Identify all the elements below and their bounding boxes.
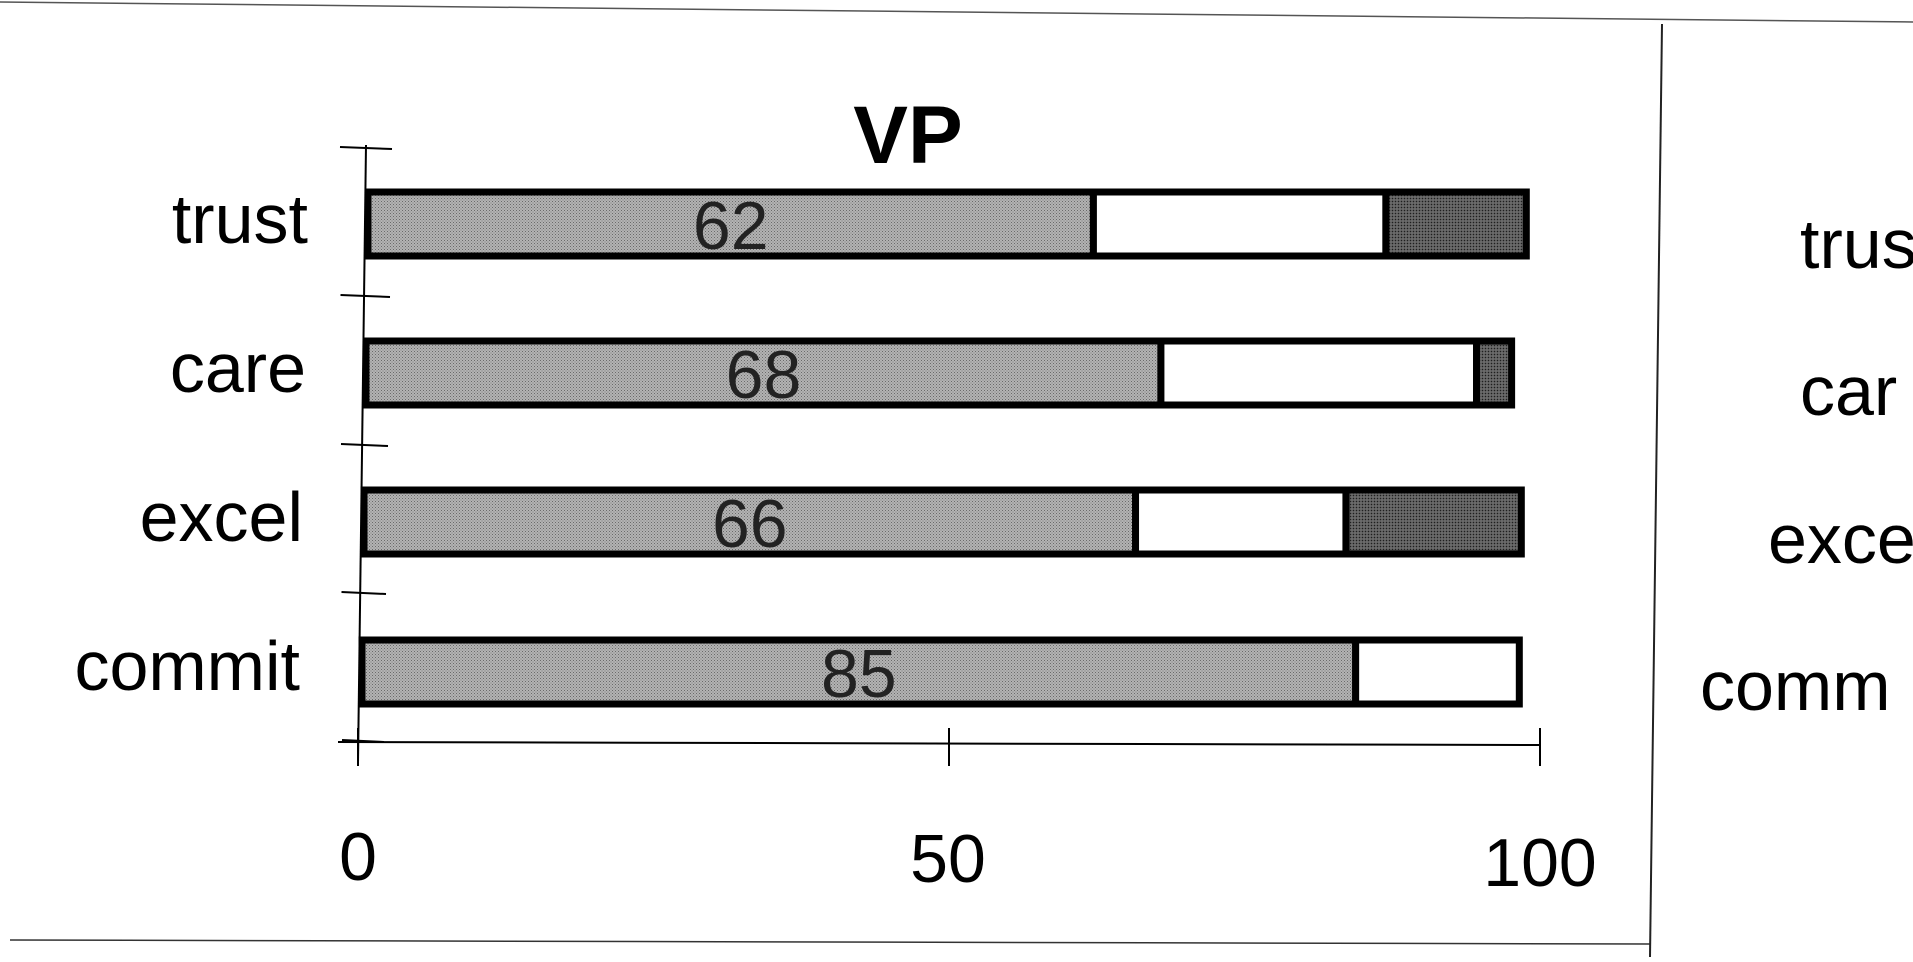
bar-care-segment-2: [1157, 337, 1481, 409]
category-label-trust: trust: [172, 180, 308, 258]
data-label-care: 68: [726, 337, 802, 413]
partial-category-label-care: car: [1800, 352, 1897, 430]
bar-excel-segment-3: [1342, 486, 1525, 558]
y-tick-2: [340, 443, 389, 447]
bar-care-segment-3: [1473, 337, 1516, 409]
partial-category-label-commit: comm: [1700, 647, 1891, 725]
y-axis-ticks: [339, 146, 393, 743]
data-label-excel: 66: [712, 486, 788, 562]
bar-care-segment-1: [362, 337, 1165, 409]
chart-title: VP: [853, 90, 962, 181]
category-label-care: care: [170, 329, 306, 407]
x-tick-label-50: 50: [910, 821, 986, 897]
data-label-commit: 85: [821, 636, 897, 712]
bar-excel-segment-2: [1132, 486, 1350, 558]
data-labels: 62 68 66 85: [693, 188, 897, 712]
partial-category-label-excel: exce: [1768, 500, 1913, 578]
category-label-commit: commit: [74, 627, 300, 705]
category-labels: trust care excel commit: [74, 180, 308, 705]
category-label-excel: excel: [140, 478, 303, 556]
bars: [358, 188, 1530, 708]
bar-trust-segment-2: [1089, 188, 1390, 260]
x-axis-ticks: [357, 728, 1541, 766]
bar-commit-segment-2: [1352, 636, 1523, 708]
frame-divider-line: [1649, 23, 1663, 958]
x-axis: [337, 728, 1541, 766]
y-tick-3: [341, 591, 387, 595]
y-tick-0: [339, 146, 393, 150]
y-tick-1: [340, 294, 391, 298]
x-tick-labels: 0 50 100: [339, 819, 1597, 901]
partial-chart: trus car exce comm: [1700, 205, 1913, 725]
bar-commit-segment-1: [358, 636, 1360, 708]
data-label-trust: 62: [693, 188, 769, 264]
frame-bottom-line: [9, 939, 1651, 945]
x-tick-label-0: 0: [339, 819, 377, 895]
frame-top-line: [0, 1, 1913, 23]
x-axis-line: [337, 741, 1541, 746]
x-tick-label-100: 100: [1483, 825, 1596, 901]
bar-trust-segment-3: [1382, 188, 1530, 260]
partial-category-label-trust: trus: [1800, 205, 1913, 283]
